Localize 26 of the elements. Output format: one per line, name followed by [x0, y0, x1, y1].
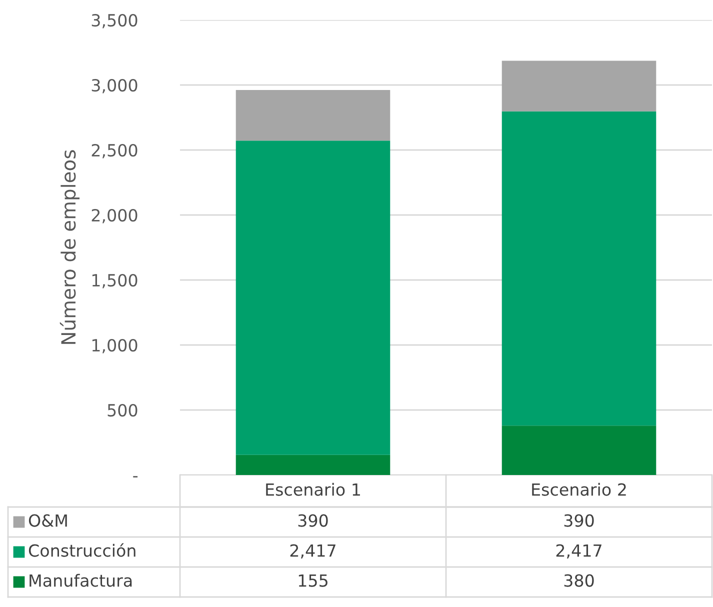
y-tick-label: 3,000 [92, 78, 138, 94]
bar [236, 90, 390, 141]
bar [236, 140, 390, 455]
legend-label: Construcción [28, 543, 136, 557]
x-tick-label: Escenario 1 [266, 482, 360, 496]
bar [502, 111, 656, 426]
y-tick-label: 2,000 [92, 208, 138, 224]
data-label: 155 [298, 574, 328, 587]
y-tick-label: 3,500 [92, 14, 138, 28]
data-label: 390 [564, 514, 594, 527]
y-tick-label: 500 [108, 404, 138, 417]
bar [502, 426, 656, 475]
data-label: 380 [564, 574, 594, 587]
data-label: 2,417 [556, 544, 602, 559]
y-tick-label: - [133, 476, 138, 478]
bar [502, 60, 656, 112]
y-tick-label: 1,500 [92, 274, 138, 288]
data-label: 2,417 [290, 544, 336, 559]
y-tick-label: 2,500 [92, 144, 138, 158]
x-tick-label: Escenario 2 [532, 482, 626, 496]
y-axis-title: Número de empleos [60, 150, 80, 344]
legend-label: O&M [28, 514, 67, 527]
bar [236, 454, 390, 475]
data-label: 390 [298, 514, 328, 527]
legend-label: Manufactura [30, 574, 132, 587]
y-tick-label: 1,000 [92, 338, 138, 354]
